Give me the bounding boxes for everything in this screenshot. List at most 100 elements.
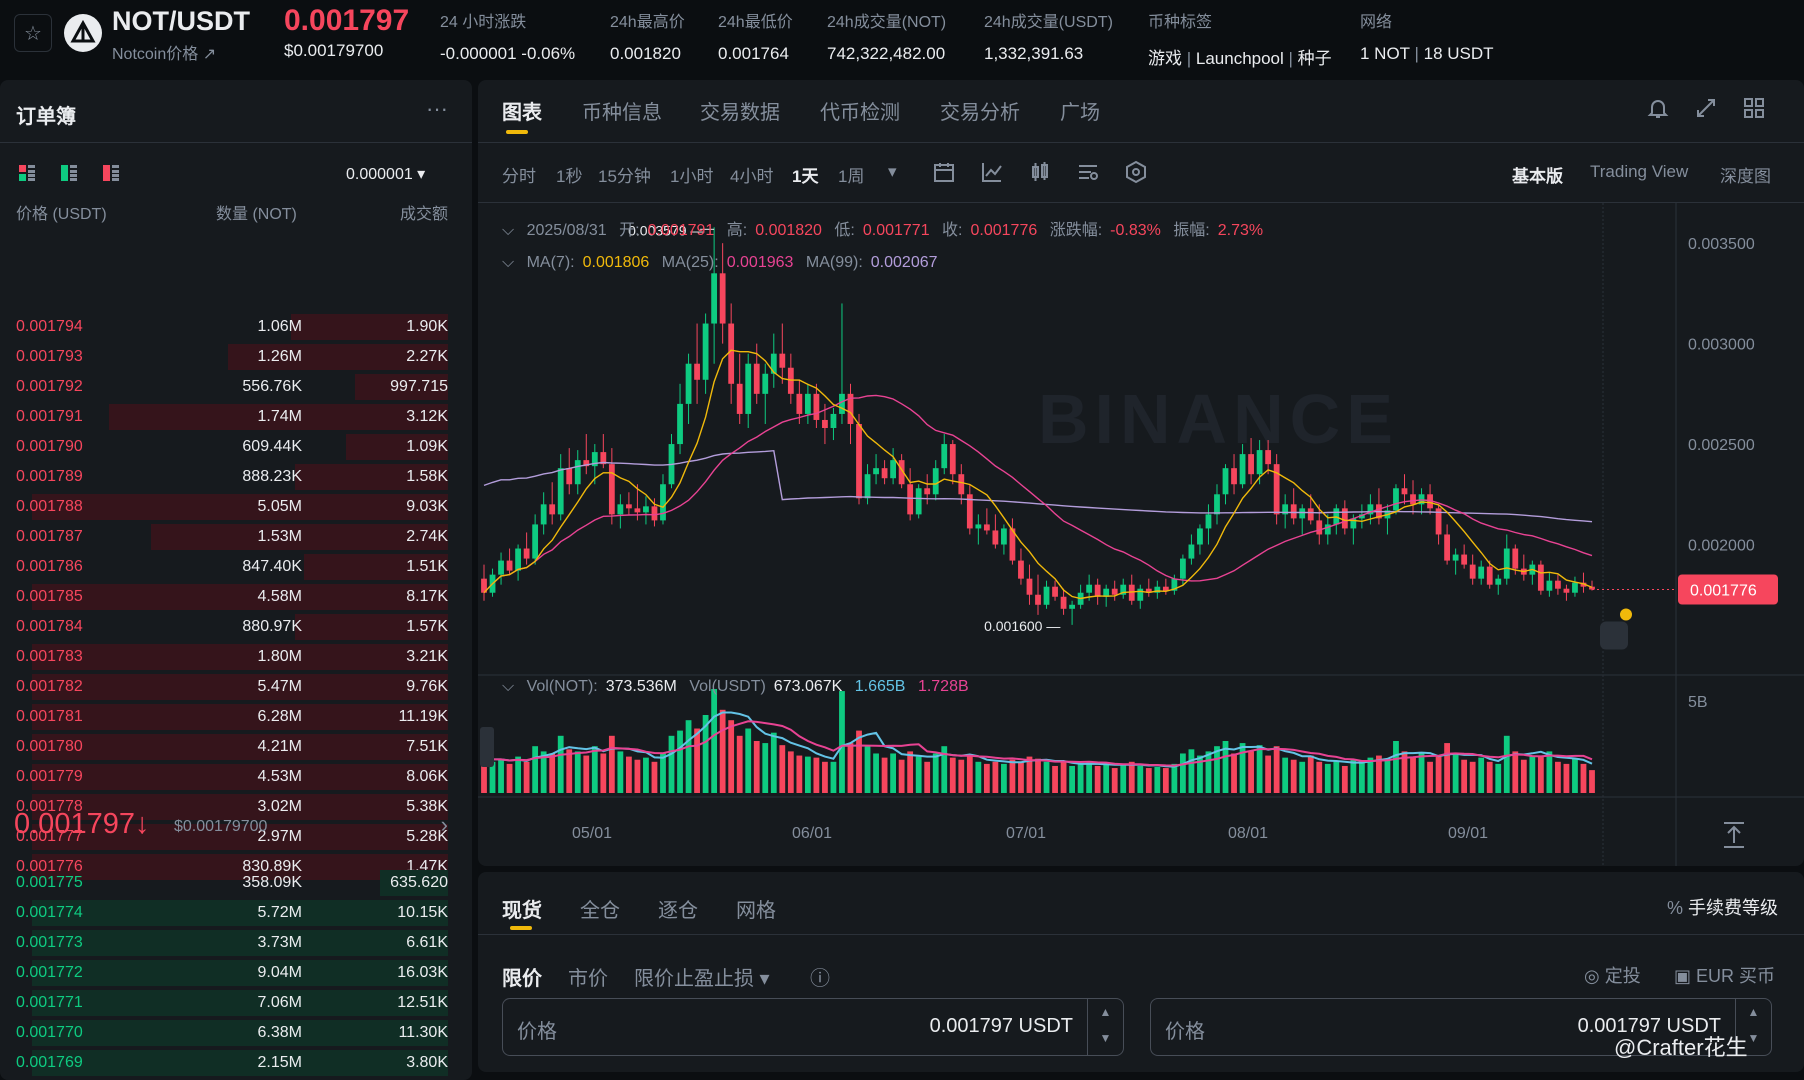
tag-item[interactable]: Launchpool: [1195, 49, 1284, 68]
candle-body: [1205, 514, 1212, 529]
eur-buy-link[interactable]: ▣ EUR 买币: [1674, 962, 1775, 988]
pair-title[interactable]: NOT/USDT: [112, 6, 250, 36]
ask-row[interactable]: 0.001781 6.28M 11.19K: [0, 702, 472, 732]
bid-row[interactable]: 0.001773 3.73M 6.61K: [0, 928, 472, 958]
fee-level-link[interactable]: % 手续费等级: [1667, 894, 1778, 920]
ask-row[interactable]: 0.001777 2.97M 5.28K: [0, 822, 472, 852]
bid-row[interactable]: 0.001770 6.38M 11.30K: [0, 1018, 472, 1048]
price-stepper[interactable]: ▲ ▼: [1735, 999, 1771, 1055]
mid-price-row[interactable]: 0.001797↓ $0.00179700 ›: [14, 808, 454, 848]
candle-body: [1214, 494, 1220, 515]
ask-row[interactable]: 0.001790 609.44K 1.09K: [0, 432, 472, 462]
candle-body: [1341, 508, 1348, 529]
candle-type-icon[interactable]: [1028, 160, 1052, 184]
ask-row[interactable]: 0.001791 1.74M 3.12K: [0, 402, 472, 432]
auto-invest-link[interactable]: ◎ 定投: [1584, 962, 1641, 988]
sell-price-input[interactable]: 价格 0.001797 USDT ▲ ▼: [1150, 998, 1772, 1056]
volume-bar: [600, 753, 607, 793]
bid-row[interactable]: 0.001774 5.72M 10.15K: [0, 898, 472, 928]
ask-row[interactable]: 0.001776 830.89K 1.47K: [0, 852, 472, 882]
tf-4h[interactable]: 4小时: [730, 167, 774, 186]
ask-row[interactable]: 0.001787 1.53M 2.74K: [0, 522, 472, 552]
scroll-left-handle[interactable]: [480, 727, 494, 767]
collapse-icon[interactable]: ⌵: [502, 222, 515, 239]
ask-row[interactable]: 0.001789 888.23K 1.58K: [0, 462, 472, 492]
ask-row[interactable]: 0.001794 1.06M 1.90K: [0, 312, 472, 342]
calendar-icon[interactable]: [932, 160, 956, 184]
orderbook-bids-icon[interactable]: [60, 164, 78, 182]
tab-trading-data[interactable]: 交易数据: [700, 102, 780, 124]
bid-row[interactable]: 0.001775 358.09K 635.620: [0, 868, 472, 898]
tab-token-check[interactable]: 代币检测: [820, 102, 900, 124]
tab-trading-analysis[interactable]: 交易分析: [940, 102, 1020, 124]
tf-15m[interactable]: 15分钟: [598, 167, 651, 186]
orderbook-asks-icon[interactable]: [102, 164, 120, 182]
ask-row[interactable]: 0.001782 5.47M 9.76K: [0, 672, 472, 702]
chevron-down-icon[interactable]: ▾: [888, 162, 897, 181]
pair-price-link[interactable]: Notcoin价格 ↗: [112, 46, 217, 63]
indicator-icon[interactable]: [980, 160, 1004, 184]
bid-price: 0.001772: [16, 964, 83, 981]
tab-chart[interactable]: 图表: [502, 102, 542, 124]
ask-row[interactable]: 0.001784 880.97K 1.57K: [0, 612, 472, 642]
price-value[interactable]: 0.001797 USDT: [1577, 1015, 1721, 1037]
collapse-icon[interactable]: ⌵: [502, 254, 515, 271]
tf-1d[interactable]: 1天: [792, 167, 819, 186]
info-icon[interactable]: ⓘ: [810, 968, 830, 990]
tf-line[interactable]: 分时: [502, 167, 536, 186]
tab-spot[interactable]: 现货: [502, 900, 542, 922]
order-type-market[interactable]: 市价: [568, 968, 608, 990]
bid-row[interactable]: 0.001772 9.04M 16.03K: [0, 958, 472, 988]
price-chart[interactable]: BINANCE 0.003500 0.003000 0.002500 0.002000 0…: [478, 203, 1804, 866]
layout-grid-icon[interactable]: [1740, 96, 1768, 124]
tab-coin-info[interactable]: 币种信息: [582, 102, 662, 124]
more-icon[interactable]: ···: [426, 96, 448, 121]
alert-dot[interactable]: [1620, 608, 1632, 621]
volume-bar: [847, 743, 854, 793]
order-type-limit[interactable]: 限价: [502, 968, 542, 990]
ask-row[interactable]: 0.001792 556.76K 997.715: [0, 372, 472, 402]
notes-icon[interactable]: [1600, 621, 1628, 650]
view-depth[interactable]: 深度图: [1720, 167, 1771, 186]
ask-row[interactable]: 0.001778 3.02M 5.38K: [0, 792, 472, 822]
candle-body: [1512, 548, 1519, 569]
order-type-stop-limit[interactable]: 限价止盈止损 ▾: [634, 968, 770, 990]
tab-indicator: [510, 926, 532, 930]
tab-isolated[interactable]: 逐仓: [658, 900, 698, 922]
ask-row[interactable]: 0.001783 1.80M 3.21K: [0, 642, 472, 672]
chevron-right-icon[interactable]: ›: [440, 812, 448, 837]
tab-square[interactable]: 广场: [1060, 102, 1100, 124]
candle-body: [745, 363, 752, 414]
ask-row[interactable]: 0.001793 1.26M 2.27K: [0, 342, 472, 372]
settings-sliders-icon[interactable]: [1076, 160, 1100, 184]
ask-total: 5.28K: [406, 828, 448, 845]
view-basic[interactable]: 基本版: [1512, 167, 1563, 186]
candle-body: [890, 460, 897, 479]
bid-row[interactable]: 0.001769 2.15M 3.80K: [0, 1048, 472, 1078]
ask-row[interactable]: 0.001779 4.53M 8.06K: [0, 762, 472, 792]
tag-item[interactable]: 种子: [1297, 49, 1332, 68]
ask-row[interactable]: 0.001786 847.40K 1.51K: [0, 552, 472, 582]
tag-item[interactable]: 游戏: [1148, 49, 1182, 68]
ask-row[interactable]: 0.001785 4.58M 8.17K: [0, 582, 472, 612]
tick-size-select[interactable]: 0.000001 ▾: [346, 166, 426, 183]
ask-row[interactable]: 0.001780 4.21M 7.51K: [0, 732, 472, 762]
tf-1s[interactable]: 1秒: [556, 167, 583, 186]
price-stepper[interactable]: ▲ ▼: [1087, 999, 1123, 1055]
favorite-star-icon[interactable]: ☆: [14, 14, 52, 52]
expand-icon[interactable]: [1692, 96, 1720, 124]
tf-1w[interactable]: 1周: [838, 167, 865, 186]
fit-scale-icon[interactable]: [1724, 822, 1744, 848]
price-value[interactable]: 0.001797 USDT: [929, 1015, 1073, 1037]
buy-price-input[interactable]: 价格 0.001797 USDT ▲ ▼: [502, 998, 1124, 1056]
ask-row[interactable]: 0.001788 5.05M 9.03K: [0, 492, 472, 522]
bid-row[interactable]: 0.001771 7.06M 12.51K: [0, 988, 472, 1018]
tab-cross[interactable]: 全仓: [580, 900, 620, 922]
tab-grid[interactable]: 网格: [736, 900, 776, 922]
orderbook-both-icon[interactable]: [18, 164, 36, 182]
hexagon-settings-icon[interactable]: [1124, 160, 1148, 184]
tf-1h[interactable]: 1小时: [670, 167, 714, 186]
collapse-icon[interactable]: ⌵: [502, 678, 515, 695]
view-tradingview[interactable]: Trading View: [1590, 162, 1689, 181]
bell-icon[interactable]: [1644, 96, 1672, 124]
